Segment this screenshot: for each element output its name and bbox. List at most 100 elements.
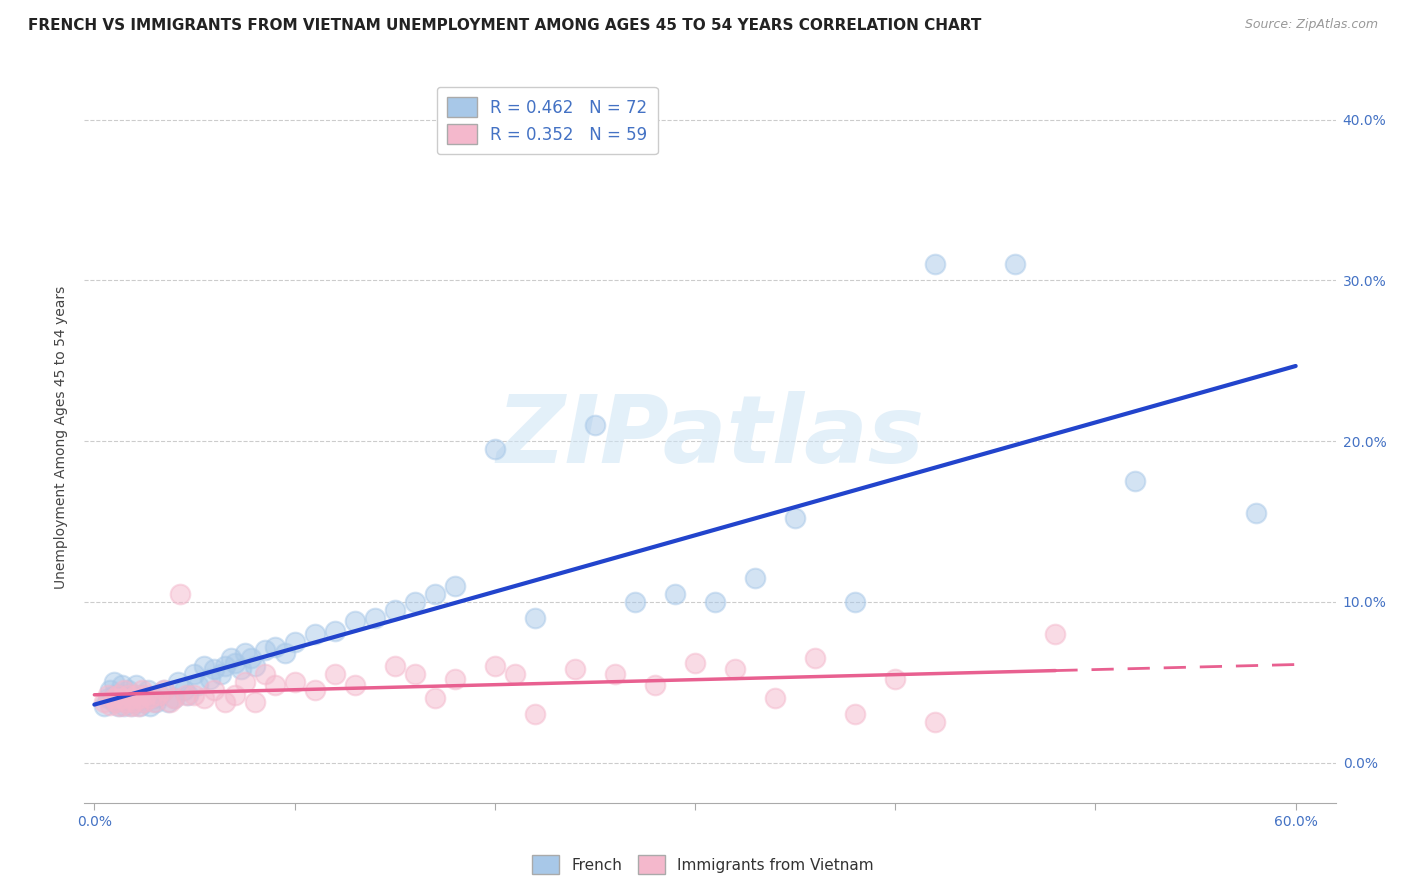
Point bbox=[97, 691, 120, 706]
Point bbox=[785, 511, 807, 525]
Point bbox=[143, 694, 166, 708]
Point bbox=[145, 694, 167, 708]
Point bbox=[124, 694, 146, 708]
Point bbox=[117, 683, 139, 698]
Point bbox=[253, 667, 276, 681]
Point bbox=[124, 688, 146, 702]
Point bbox=[1004, 257, 1026, 271]
Point bbox=[93, 694, 115, 708]
Point bbox=[153, 683, 176, 698]
Legend: French, Immigrants from Vietnam: French, Immigrants from Vietnam bbox=[526, 849, 880, 880]
Point bbox=[204, 662, 226, 676]
Point bbox=[523, 707, 546, 722]
Point bbox=[111, 691, 134, 706]
Point bbox=[125, 688, 148, 702]
Point bbox=[135, 691, 157, 706]
Point bbox=[443, 672, 465, 686]
Point bbox=[173, 683, 195, 698]
Point bbox=[107, 688, 129, 702]
Point bbox=[704, 595, 727, 609]
Point bbox=[143, 691, 166, 706]
Point bbox=[153, 683, 176, 698]
Point bbox=[127, 699, 149, 714]
Point bbox=[115, 694, 138, 708]
Point bbox=[323, 667, 346, 681]
Point bbox=[343, 678, 366, 692]
Point bbox=[112, 683, 135, 698]
Point bbox=[169, 587, 191, 601]
Point bbox=[163, 691, 186, 706]
Point bbox=[603, 667, 626, 681]
Point bbox=[115, 694, 138, 708]
Point bbox=[163, 691, 186, 706]
Point bbox=[224, 688, 246, 702]
Text: FRENCH VS IMMIGRANTS FROM VIETNAM UNEMPLOYMENT AMONG AGES 45 TO 54 YEARS CORRELA: FRENCH VS IMMIGRANTS FROM VIETNAM UNEMPL… bbox=[28, 18, 981, 33]
Point bbox=[193, 691, 215, 706]
Point bbox=[1045, 627, 1067, 641]
Point bbox=[129, 691, 152, 706]
Point bbox=[1125, 475, 1147, 489]
Point bbox=[157, 694, 180, 708]
Point bbox=[214, 659, 236, 673]
Point bbox=[924, 257, 946, 271]
Point bbox=[120, 691, 142, 706]
Point bbox=[263, 678, 285, 692]
Point bbox=[664, 587, 686, 601]
Point bbox=[683, 656, 706, 670]
Point bbox=[134, 694, 156, 708]
Point bbox=[148, 688, 170, 702]
Point bbox=[110, 699, 132, 714]
Point bbox=[924, 715, 946, 730]
Point bbox=[384, 659, 406, 673]
Point bbox=[131, 688, 153, 702]
Point bbox=[239, 651, 262, 665]
Point bbox=[103, 675, 125, 690]
Point bbox=[243, 659, 266, 673]
Point bbox=[135, 688, 157, 702]
Point bbox=[103, 691, 125, 706]
Point bbox=[209, 667, 232, 681]
Point bbox=[253, 643, 276, 657]
Point bbox=[844, 595, 866, 609]
Point bbox=[503, 667, 526, 681]
Point bbox=[214, 694, 236, 708]
Point bbox=[763, 691, 786, 706]
Point bbox=[103, 694, 125, 708]
Point bbox=[263, 640, 285, 654]
Point bbox=[284, 635, 307, 649]
Point bbox=[177, 688, 200, 702]
Point bbox=[363, 611, 385, 625]
Point bbox=[219, 651, 242, 665]
Point bbox=[523, 611, 546, 625]
Point bbox=[127, 691, 149, 706]
Point bbox=[111, 678, 134, 692]
Point bbox=[193, 659, 215, 673]
Point bbox=[323, 624, 346, 638]
Point bbox=[110, 691, 132, 706]
Point bbox=[484, 442, 506, 457]
Point bbox=[112, 699, 135, 714]
Text: Source: ZipAtlas.com: Source: ZipAtlas.com bbox=[1244, 18, 1378, 31]
Point bbox=[404, 595, 426, 609]
Point bbox=[149, 688, 172, 702]
Point bbox=[273, 646, 295, 660]
Point bbox=[233, 646, 256, 660]
Point bbox=[125, 678, 148, 692]
Point bbox=[844, 707, 866, 722]
Point bbox=[224, 656, 246, 670]
Point bbox=[404, 667, 426, 681]
Point bbox=[884, 672, 907, 686]
Point bbox=[229, 662, 252, 676]
Point bbox=[233, 675, 256, 690]
Point bbox=[159, 694, 181, 708]
Point bbox=[124, 694, 146, 708]
Point bbox=[624, 595, 647, 609]
Point bbox=[304, 683, 326, 698]
Point bbox=[97, 688, 120, 702]
Point bbox=[200, 672, 222, 686]
Point bbox=[100, 698, 122, 712]
Point bbox=[183, 667, 205, 681]
Point bbox=[93, 699, 115, 714]
Point bbox=[423, 587, 446, 601]
Point bbox=[423, 691, 446, 706]
